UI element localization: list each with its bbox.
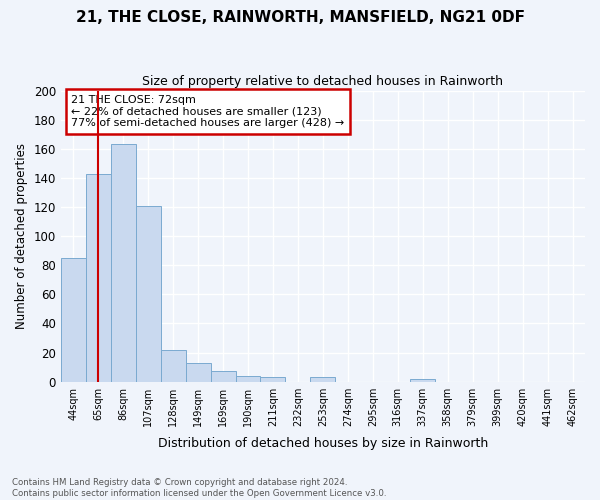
Bar xyxy=(310,378,335,382)
Y-axis label: Number of detached properties: Number of detached properties xyxy=(15,143,28,329)
Bar xyxy=(161,350,185,382)
Bar xyxy=(86,174,111,382)
Bar xyxy=(111,144,136,382)
Title: Size of property relative to detached houses in Rainworth: Size of property relative to detached ho… xyxy=(142,75,503,88)
Bar xyxy=(136,206,161,382)
Bar xyxy=(410,378,435,382)
Bar xyxy=(260,378,286,382)
Bar xyxy=(211,372,236,382)
Text: 21 THE CLOSE: 72sqm
← 22% of detached houses are smaller (123)
77% of semi-detac: 21 THE CLOSE: 72sqm ← 22% of detached ho… xyxy=(71,95,344,128)
X-axis label: Distribution of detached houses by size in Rainworth: Distribution of detached houses by size … xyxy=(158,437,488,450)
Text: 21, THE CLOSE, RAINWORTH, MANSFIELD, NG21 0DF: 21, THE CLOSE, RAINWORTH, MANSFIELD, NG2… xyxy=(76,10,524,25)
Text: Contains HM Land Registry data © Crown copyright and database right 2024.
Contai: Contains HM Land Registry data © Crown c… xyxy=(12,478,386,498)
Bar xyxy=(61,258,86,382)
Bar xyxy=(185,362,211,382)
Bar xyxy=(236,376,260,382)
